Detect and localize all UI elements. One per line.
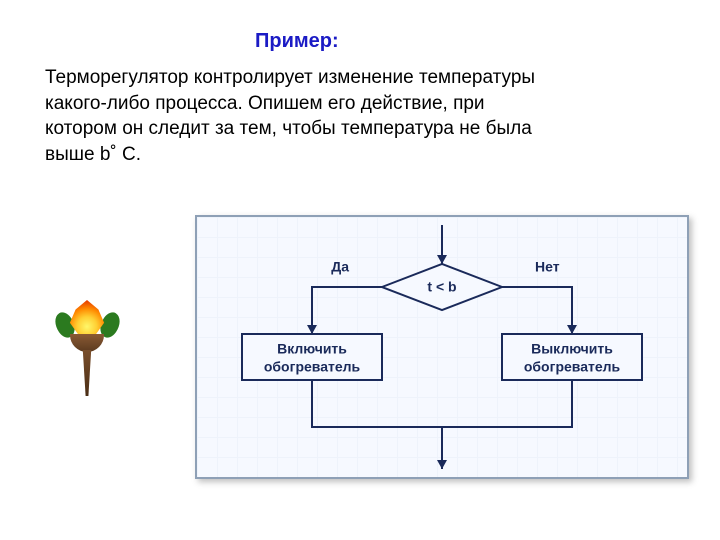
svg-text:Включить: Включить	[277, 341, 347, 357]
svg-text:Выключить: Выключить	[531, 341, 613, 357]
svg-text:обогреватель: обогреватель	[524, 359, 621, 375]
torch-icon	[50, 300, 125, 400]
svg-text:обогреватель: обогреватель	[264, 359, 361, 375]
description-paragraph: Терморегулятор контролирует изменение те…	[45, 65, 545, 168]
heading: Пример:	[255, 30, 339, 53]
flowchart-svg: Да Нет t < b Включить обогреватель Выключить о…	[197, 217, 687, 477]
slide: Пример: Терморегулятор контролирует изме…	[0, 0, 720, 540]
svg-text:t < b: t < b	[427, 279, 456, 295]
svg-text:Да: Да	[331, 259, 349, 275]
flowchart-panel: Да Нет t < b Включить обогреватель Выключить о…	[195, 215, 689, 479]
svg-text:Нет: Нет	[535, 259, 560, 275]
